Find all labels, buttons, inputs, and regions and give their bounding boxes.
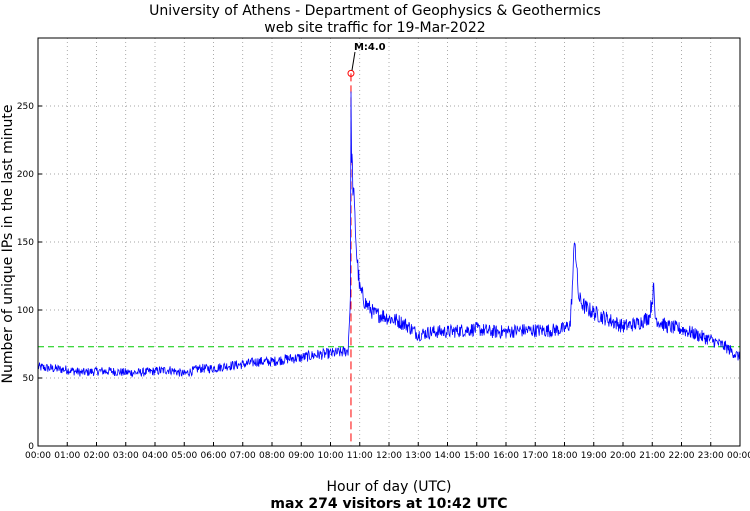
x-tick-label: 01:00 xyxy=(54,451,80,461)
event-annotation: M:4.0 xyxy=(347,42,386,77)
x-tick-label: 18:00 xyxy=(552,451,578,461)
x-tick-label: 06:00 xyxy=(201,451,227,461)
x-tick-label: 20:00 xyxy=(610,451,636,461)
x-tick-label: 08:00 xyxy=(259,451,285,461)
x-tick-label: 19:00 xyxy=(581,451,607,461)
x-tick-label: 15:00 xyxy=(464,451,490,461)
x-tick-label: 14:00 xyxy=(435,451,461,461)
y-tick-label: 150 xyxy=(17,238,34,248)
y-tick-label: 200 xyxy=(17,170,34,180)
max-visitors-note: max 274 visitors at 10:42 UTC xyxy=(270,496,507,511)
x-tick-label: 16:00 xyxy=(493,451,519,461)
x-tick-label: 00:00 xyxy=(25,451,51,461)
x-axis-label: Hour of day (UTC) xyxy=(327,479,452,495)
chart-subtitle: web site traffic for 19-Mar-2022 xyxy=(264,20,485,36)
event-label: M:4.0 xyxy=(354,42,386,53)
y-tick-label: 250 xyxy=(17,102,34,112)
x-tick-label: 04:00 xyxy=(142,451,168,461)
y-tick-label: 0 xyxy=(28,442,34,452)
x-tick-label: 13:00 xyxy=(405,451,431,461)
x-tick-label: 17:00 xyxy=(522,451,548,461)
x-tick-label: 07:00 xyxy=(230,451,256,461)
series-layer xyxy=(37,91,741,379)
x-tick-label: 12:00 xyxy=(376,451,402,461)
x-tick-label: 05:00 xyxy=(171,451,197,461)
x-tick-label: 10:00 xyxy=(318,451,344,461)
chart-title: University of Athens - Department of Geo… xyxy=(149,3,601,19)
x-tick-label: 22:00 xyxy=(669,451,695,461)
x-tick-label: 00:00 xyxy=(727,451,750,461)
event-marker-circle xyxy=(347,69,355,77)
y-tick-label: 50 xyxy=(23,374,35,384)
x-tick-label: 09:00 xyxy=(288,451,314,461)
x-tick-label: 03:00 xyxy=(113,451,139,461)
x-tick-label: 21:00 xyxy=(639,451,665,461)
x-tick-label: 02:00 xyxy=(84,451,110,461)
grid-lines xyxy=(38,38,740,446)
y-tick-label: 100 xyxy=(17,306,34,316)
series-line xyxy=(37,91,741,379)
x-tick-label: 11:00 xyxy=(347,451,373,461)
axis-ticks: 00:00 01:00 02:00 03:00 04:00 05:00 06:00 07:00… xyxy=(17,102,750,461)
y-axis-label: Number of unique IPs in the last minute xyxy=(0,105,16,384)
x-tick-label: 23:00 xyxy=(698,451,724,461)
event-pointer xyxy=(351,51,356,71)
